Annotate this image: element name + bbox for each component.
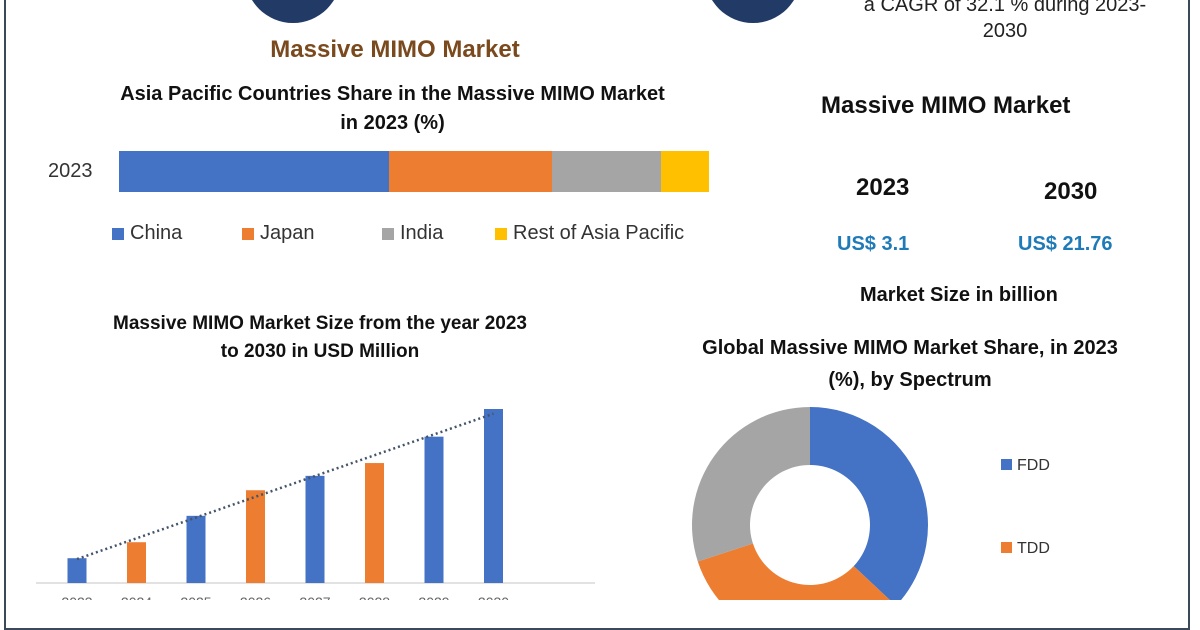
column-bar-2024: [127, 542, 146, 583]
summary-year-end: 2030: [1044, 178, 1098, 205]
cagr-text: a CAGR of 32.1 % during 2023-: [863, 0, 1147, 16]
donut-chart: FDD TDD: [692, 407, 1050, 600]
column-chart: 2023 2024 2025 2026 2027 2028 2029 2030: [36, 409, 595, 600]
column-bar-2027: [305, 475, 325, 583]
legend-swatch: [112, 227, 124, 240]
donut-slice-fdd: [810, 407, 928, 600]
column-bar-2025: [186, 515, 206, 583]
summary-title: Massive MIMO Market: [821, 92, 1071, 119]
x-tick-label: 2029: [418, 594, 449, 600]
legend-swatch: [382, 227, 394, 240]
donut-slice-tdd: [697, 543, 890, 600]
column-bar-2028: [365, 463, 384, 583]
column-bar-2023: [67, 558, 87, 583]
column-chart-title: Massive MIMO Market Size from the year 2…: [113, 313, 527, 362]
x-tick-label: 2026: [240, 594, 271, 600]
legend-label: TDD: [1017, 540, 1050, 557]
legend-swatch: [1001, 459, 1012, 470]
legend-label: FDD: [1017, 457, 1050, 474]
stacked-chart-title: Asia Pacific Countries Share in the Mass…: [120, 83, 665, 134]
stacked-bar: [119, 151, 709, 192]
stacked-segment-japan: [389, 151, 553, 192]
column-bar-2026: [246, 490, 265, 583]
stacked-segment-china: [119, 151, 390, 192]
summary-year-start: 2023: [856, 174, 910, 201]
column-bar-2029: [424, 436, 444, 583]
legend-label: China: [130, 222, 183, 244]
legend-label: India: [400, 222, 444, 244]
legend-swatch: [242, 227, 254, 240]
column-bar-2030: [484, 409, 503, 583]
x-tick-label: 2023: [61, 594, 92, 600]
stacked-segment-india: [552, 151, 662, 192]
legend-swatch: [1001, 542, 1012, 553]
summary-value-start: US$ 3.1: [837, 233, 910, 255]
summary-value-end: US$ 21.76: [1018, 233, 1113, 255]
main-title: Massive MIMO Market: [270, 36, 520, 63]
x-tick-label: 2028: [359, 594, 390, 600]
legend-item: Rest of Asia Pacific: [495, 222, 684, 245]
trendline: [76, 412, 494, 561]
legend-swatch: [495, 227, 507, 240]
donut-chart-title: Global Massive MIMO Market Share, in 202…: [702, 337, 1118, 391]
legend-item: Japan: [242, 222, 315, 245]
legend-item: China: [112, 222, 182, 245]
stacked-legend: China Japan India Rest of Asia Pacific: [112, 222, 712, 248]
cagr-text-year: 2030: [982, 20, 1028, 42]
summary-unit-label: Market Size in billion: [860, 284, 1058, 306]
legend-item: India: [382, 222, 443, 245]
legend-label: Japan: [260, 222, 315, 244]
x-tick-label: 2024: [121, 594, 152, 600]
x-tick-label: 2025: [180, 594, 211, 600]
x-tick-label: 2027: [299, 594, 330, 600]
stacked-segment-rest-of-asia-pacific: [661, 151, 709, 192]
stacked-category-label: 2023: [48, 160, 93, 182]
x-tick-label: 2030: [478, 594, 509, 600]
donut-slice-other: [692, 407, 810, 562]
legend-label: Rest of Asia Pacific: [513, 222, 685, 244]
